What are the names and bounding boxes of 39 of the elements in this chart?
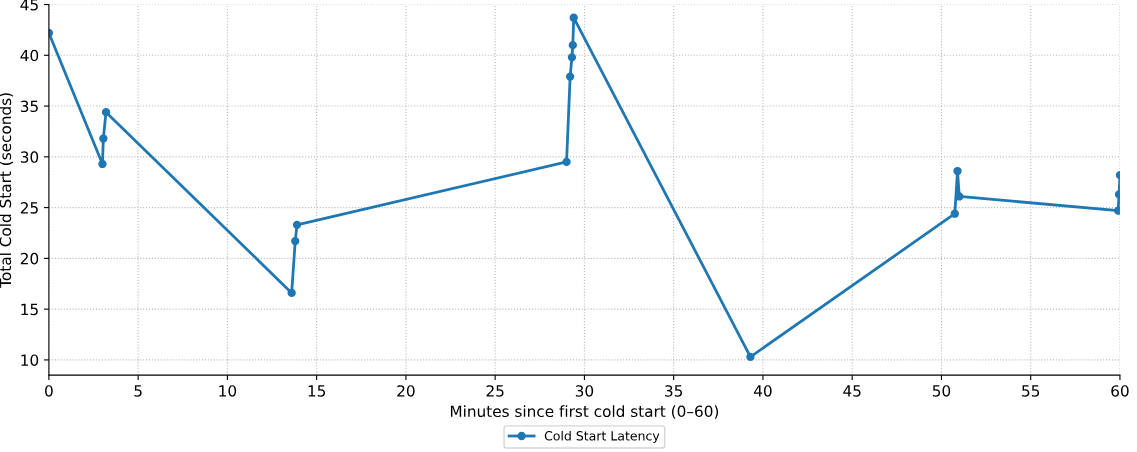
y-axis-title: Total Cold Start (seconds) xyxy=(0,93,14,288)
x-tick-label: 60 xyxy=(1111,385,1129,397)
point xyxy=(101,107,111,117)
x-tick-label: 45 xyxy=(843,385,861,397)
x-tick-label: 30 xyxy=(575,385,594,397)
x-axis-title: Minutes since first cold start (0–60) xyxy=(450,405,719,419)
x-tick-label: 5 xyxy=(134,385,142,397)
point xyxy=(98,159,107,169)
y-tick-label: 35 xyxy=(20,100,38,113)
x-tick-label: 10 xyxy=(219,385,237,397)
y-tick-label: 45 xyxy=(20,0,38,11)
x-tick-label: 35 xyxy=(665,385,683,397)
y-tick-label: 10 xyxy=(21,354,39,366)
point xyxy=(287,288,296,298)
point xyxy=(568,40,577,50)
x-tick-label: 50 xyxy=(932,385,951,397)
x-tick-label: 25 xyxy=(486,385,504,397)
x-tick-label: 40 xyxy=(753,385,772,397)
point xyxy=(562,157,571,167)
y-tick-label: 25 xyxy=(20,202,38,214)
x-tick-label: 15 xyxy=(308,385,326,397)
y-tick-label: 20 xyxy=(20,252,39,265)
x-tick-label: 0 xyxy=(45,385,53,397)
y-tick-label: 15 xyxy=(21,303,38,316)
point xyxy=(953,166,962,176)
point xyxy=(1113,206,1120,215)
point xyxy=(292,220,302,230)
point xyxy=(567,53,577,62)
legend-label: Cold Start Latency xyxy=(544,430,660,443)
point xyxy=(950,209,959,218)
point xyxy=(291,236,300,246)
point xyxy=(746,352,755,362)
point xyxy=(99,134,108,143)
point xyxy=(565,72,575,81)
point xyxy=(569,13,578,22)
y-tick-label: 30 xyxy=(20,151,39,163)
x-tick-label: 20 xyxy=(397,385,415,397)
y-tick-label: 40 xyxy=(20,49,39,62)
x-tick-label: 55 xyxy=(1022,385,1040,397)
